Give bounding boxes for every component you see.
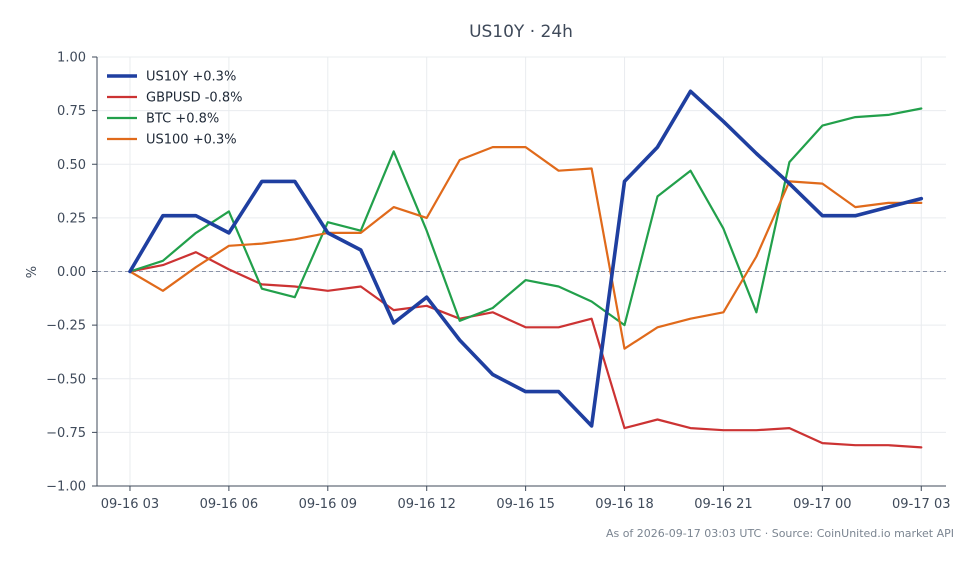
x-tick-label: 09-16 15: [496, 497, 554, 512]
y-tick-label: 1.00: [57, 51, 86, 66]
series-line-us10y: [128, 89, 924, 428]
x-tick-label: 09-17 00: [793, 497, 851, 512]
y-tick-label: −0.50: [46, 372, 86, 387]
y-tick-label: −0.25: [46, 319, 86, 334]
legend: US10Y +0.3% GBPUSD -0.8% BTC +0.8% US100 +0…: [107, 70, 242, 148]
y-tick-label: 0.00: [57, 265, 86, 280]
x-tick-label: 09-16 03: [101, 497, 159, 512]
series-line-btc: [128, 107, 923, 327]
y-tick-label: 0.25: [57, 211, 86, 226]
y-tick-label: −0.75: [46, 426, 86, 441]
x-tick-label: 09-16 21: [694, 497, 752, 512]
footer-source-note: As of 2026-09-17 03:03 UTC · Source: Coi…: [606, 527, 954, 540]
y-axis-label: %: [25, 266, 40, 278]
legend-entry-label: BTC +0.8%: [146, 112, 219, 127]
x-tick-label: 09-16 18: [595, 497, 653, 512]
x-tick-label: 09-16 09: [299, 497, 357, 512]
series-lines: [128, 89, 924, 449]
legend-entry-label: US10Y +0.3%: [146, 70, 236, 85]
tick-labels: 1.00 0.75 0.50 0.25 0.00 −0.25 −0.50 −0.75 −1.00…: [46, 51, 950, 513]
legend-entry-label: US100 +0.3%: [146, 133, 237, 148]
legend-entry-label: GBPUSD -0.8%: [146, 91, 242, 106]
x-tick-label: 09-17 03: [892, 497, 950, 512]
y-tick-label: 0.50: [57, 158, 86, 173]
y-tick-label: 0.75: [57, 104, 86, 119]
x-tick-label: 09-16 06: [200, 497, 258, 512]
y-tick-label: −1.00: [46, 480, 86, 495]
x-tick-label: 09-16 12: [397, 497, 455, 512]
axes: [92, 56, 946, 491]
chart-title: US10Y · 24h: [469, 22, 573, 42]
series-line-gbpusd: [128, 251, 923, 449]
